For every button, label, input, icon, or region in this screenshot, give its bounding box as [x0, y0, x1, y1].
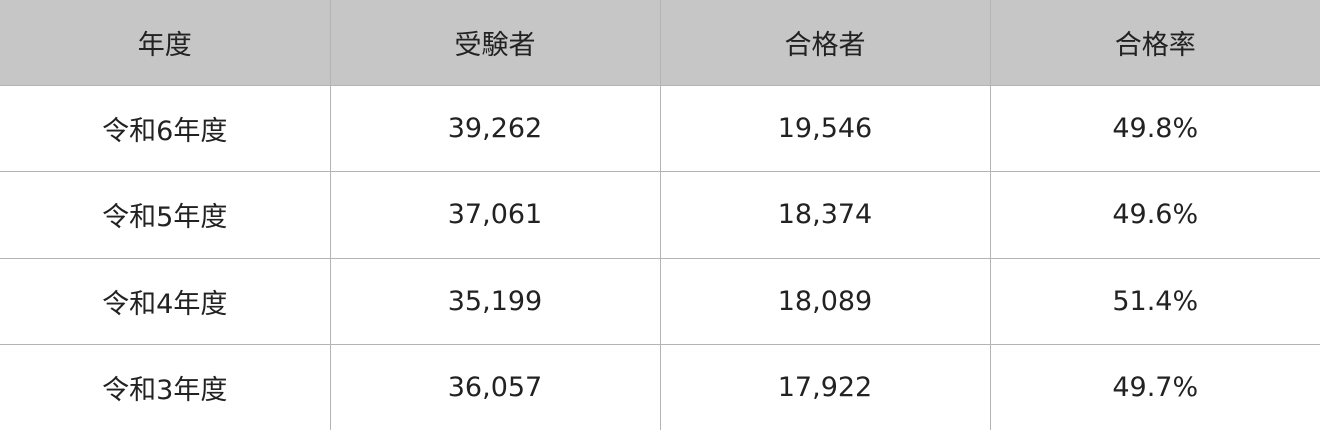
cell-examinees: 39,262 [329, 84, 661, 173]
cell-pass-rate: 49.8% [989, 84, 1320, 173]
table-row: 令和4年度 35,199 18,089 51.4% [0, 257, 1320, 345]
cell-year: 令和5年度 [0, 171, 331, 259]
cell-year: 令和4年度 [0, 257, 331, 345]
header-passers: 合格者 [659, 0, 991, 86]
header-year: 年度 [0, 0, 331, 86]
header-pass-rate: 合格率 [989, 0, 1320, 86]
cell-pass-rate: 49.7% [989, 343, 1320, 430]
table-row: 令和5年度 37,061 18,374 49.6% [0, 171, 1320, 259]
cell-passers: 18,374 [659, 171, 991, 259]
header-row: 年度 受験者 合格者 合格率 [0, 0, 1320, 86]
cell-examinees: 37,061 [329, 171, 661, 259]
cell-examinees: 36,057 [329, 343, 661, 430]
cell-pass-rate: 49.6% [989, 171, 1320, 259]
cell-passers: 17,922 [659, 343, 991, 430]
cell-examinees: 35,199 [329, 257, 661, 345]
header-examinees: 受験者 [329, 0, 661, 86]
table-row: 令和3年度 36,057 17,922 49.7% [0, 343, 1320, 430]
table-row: 令和6年度 39,262 19,546 49.8% [0, 84, 1320, 173]
cell-passers: 19,546 [659, 84, 991, 173]
cell-year: 令和3年度 [0, 343, 331, 430]
cell-passers: 18,089 [659, 257, 991, 345]
cell-year: 令和6年度 [0, 84, 331, 173]
cell-pass-rate: 51.4% [989, 257, 1320, 345]
